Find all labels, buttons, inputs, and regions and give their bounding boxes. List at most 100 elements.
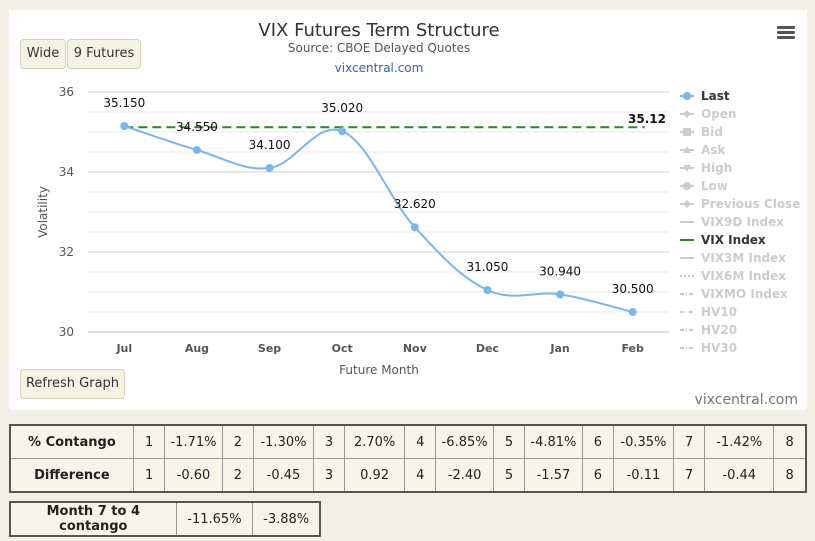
data-label: 32.620 bbox=[394, 197, 436, 211]
y-tick-label: 36 bbox=[59, 85, 74, 99]
legend-item[interactable]: Low bbox=[680, 179, 728, 193]
contango-month-number: 3 bbox=[312, 424, 346, 459]
month-contango-value: -3.88% bbox=[252, 501, 321, 537]
contango-month-number: 4 bbox=[403, 458, 437, 493]
contango-value: -0.11 bbox=[613, 458, 674, 493]
legend-label: HV20 bbox=[701, 323, 737, 337]
legend-label: HV10 bbox=[701, 305, 737, 319]
data-label: 35.020 bbox=[321, 101, 363, 115]
x-tick-label: Oct bbox=[332, 342, 353, 355]
data-label: 35.150 bbox=[103, 96, 145, 110]
data-label: 34.100 bbox=[249, 138, 291, 152]
contango-value: -0.35% bbox=[613, 424, 674, 459]
month-contango-label: Month 7 to 4 contango bbox=[9, 501, 177, 537]
x-tick-label: Jan bbox=[549, 342, 569, 355]
contango-value: -6.85% bbox=[435, 424, 494, 459]
contango-row-label: % Contango bbox=[9, 424, 134, 459]
x-tick-label: Feb bbox=[621, 342, 644, 355]
x-tick-label: Sep bbox=[258, 342, 281, 355]
contango-value: -2.40 bbox=[435, 458, 494, 493]
x-tick-label: Nov bbox=[403, 342, 428, 355]
last-series-point bbox=[483, 286, 492, 294]
legend-item[interactable]: Bid bbox=[680, 125, 723, 139]
last-series-point bbox=[120, 122, 129, 130]
legend-label: VIX6M Index bbox=[701, 269, 786, 283]
contango-month-number: 2 bbox=[221, 424, 255, 459]
data-label: 31.050 bbox=[466, 260, 508, 274]
x-tick-label: Jul bbox=[115, 342, 132, 355]
last-series-point bbox=[628, 308, 637, 316]
y-tick-label: 34 bbox=[59, 165, 74, 179]
contango-value: -0.60 bbox=[164, 458, 223, 493]
y-axis-title: Volatility bbox=[36, 186, 50, 238]
contango-value: -4.81% bbox=[524, 424, 583, 459]
last-series-point bbox=[338, 127, 347, 136]
contango-month-number: 5 bbox=[492, 458, 526, 493]
x-tick-label: Aug bbox=[185, 342, 209, 355]
contango-value: -0.45 bbox=[253, 458, 314, 493]
legend-item[interactable]: VIXMO Index bbox=[680, 287, 788, 301]
legend-label: Last bbox=[701, 89, 730, 103]
chart-title: VIX Futures Term Structure bbox=[258, 20, 499, 41]
data-label: 30.500 bbox=[612, 282, 654, 296]
data-label: 34.550 bbox=[176, 120, 218, 134]
contango-month-number: 2 bbox=[221, 458, 255, 493]
contango-value: 0.92 bbox=[344, 458, 405, 493]
contango-month-number: 6 bbox=[581, 458, 615, 493]
legend-item[interactable]: HV30 bbox=[680, 341, 737, 355]
legend-item[interactable]: Last bbox=[680, 89, 730, 103]
legend-label: High bbox=[701, 161, 732, 175]
legend-label: Bid bbox=[701, 125, 723, 139]
last-series-point bbox=[556, 290, 565, 299]
vix-index-label: 35.12 bbox=[628, 112, 666, 126]
legend-item[interactable]: HV20 bbox=[680, 323, 737, 337]
legend-item[interactable]: High bbox=[680, 161, 732, 175]
contango-value: 2.70% bbox=[344, 424, 405, 459]
data-label: 30.940 bbox=[539, 264, 581, 278]
legend-label: VIX Index bbox=[701, 233, 766, 247]
contango-month-number: 8 bbox=[773, 458, 807, 493]
contango-month-number: 6 bbox=[581, 424, 615, 459]
hamburger-menu-icon[interactable] bbox=[777, 26, 795, 40]
legend-item[interactable]: VIX6M Index bbox=[680, 269, 786, 283]
chart-source-link[interactable]: vixcentral.com bbox=[335, 61, 424, 75]
contango-month-number: 7 bbox=[672, 424, 706, 459]
refresh-graph-button[interactable]: Refresh Graph bbox=[20, 369, 125, 399]
site-credit[interactable]: vixcentral.com bbox=[694, 392, 798, 408]
last-series-line bbox=[123, 125, 633, 313]
contango-table: % Contango 1 -1.71% 2 -1.30% 3 2.70% 4 -6.85% 5 -4… bbox=[9, 424, 807, 493]
contango-value: -1.30% bbox=[253, 424, 314, 459]
legend-item[interactable]: Open bbox=[680, 107, 736, 121]
contango-month-number: 8 bbox=[773, 424, 807, 459]
legend-item[interactable]: VIX Index bbox=[680, 233, 766, 247]
legend-label: VIXMO Index bbox=[701, 287, 788, 301]
contango-value: -0.44 bbox=[704, 458, 775, 493]
contango-month-number: 3 bbox=[312, 458, 346, 493]
contango-month-number: 7 bbox=[672, 458, 706, 493]
contango-row: % Contango 1 -1.71% 2 -1.30% 3 2.70% 4 -6.85% 5 -4… bbox=[9, 424, 807, 459]
last-series-point bbox=[265, 164, 274, 172]
legend-label: HV30 bbox=[701, 341, 737, 355]
legend-item[interactable]: VIX3M Index bbox=[680, 251, 786, 265]
contango-value: -1.57 bbox=[524, 458, 583, 493]
legend-item[interactable]: Previous Close bbox=[680, 197, 800, 211]
legend-label: VIX3M Index bbox=[701, 251, 786, 265]
legend-item[interactable]: HV10 bbox=[680, 305, 737, 319]
legend-label: VIX9D Index bbox=[701, 215, 784, 229]
legend-item[interactable]: Ask bbox=[680, 143, 726, 157]
wide-button[interactable]: Wide bbox=[20, 39, 66, 69]
x-tick-label: Dec bbox=[476, 342, 499, 355]
x-axis-title: Future Month bbox=[339, 363, 419, 377]
last-series-point bbox=[192, 146, 201, 154]
y-tick-label: 30 bbox=[59, 325, 74, 339]
contango-value: -1.42% bbox=[704, 424, 775, 459]
last-series-point bbox=[410, 223, 419, 232]
contango-month-number: 1 bbox=[132, 424, 166, 459]
legend-label: Previous Close bbox=[701, 197, 800, 211]
legend-item[interactable]: VIX9D Index bbox=[680, 215, 784, 229]
legend-label: Open bbox=[701, 107, 736, 121]
nine-futures-button[interactable]: 9 Futures bbox=[67, 39, 141, 69]
contango-value: -1.71% bbox=[164, 424, 223, 459]
legend-label: Low bbox=[701, 179, 728, 193]
